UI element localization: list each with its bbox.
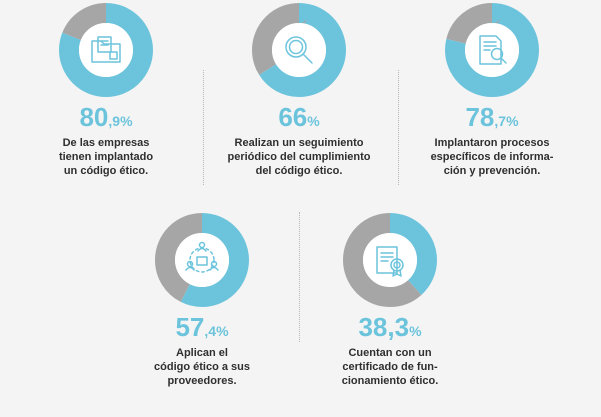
desc-line: tienen implantado bbox=[58, 151, 154, 163]
folder-document-icon bbox=[91, 36, 121, 63]
desc-line: Realizan un seguimiento bbox=[234, 137, 364, 149]
stat-value: 66% bbox=[209, 104, 389, 130]
document-search-icon bbox=[479, 35, 507, 65]
stat-value-suffix: ,4% bbox=[204, 323, 229, 339]
donut-chart-5 bbox=[343, 213, 437, 307]
stat-value-main: 66 bbox=[278, 102, 308, 132]
stat-value-suffix: % bbox=[307, 113, 320, 129]
desc-line: código ético a sus bbox=[154, 361, 250, 373]
stat-value-suffix: ,7% bbox=[494, 113, 519, 129]
stat-value-suffix: ,9% bbox=[108, 113, 133, 129]
divider-3 bbox=[299, 212, 300, 342]
certificate-icon bbox=[376, 246, 404, 277]
donut-chart-3 bbox=[445, 3, 539, 97]
desc-line: cionamiento ético. bbox=[341, 375, 439, 387]
donut-chart-1 bbox=[59, 3, 153, 97]
desc-line: ción y prevención. bbox=[443, 165, 541, 177]
donut-slice-remainder bbox=[343, 213, 437, 307]
stat-description: Aplican el código ético a sus proveedore… bbox=[112, 346, 292, 388]
donut-slice-remainder bbox=[445, 3, 539, 97]
stat-value: 80,9% bbox=[16, 104, 196, 130]
desc-line: del código ético. bbox=[255, 165, 343, 177]
desc-line: específicos de informa- bbox=[430, 151, 554, 163]
supplier-network-icon bbox=[185, 241, 219, 273]
desc-line: un código ético. bbox=[63, 165, 149, 177]
donut-slice-remainder bbox=[155, 213, 249, 307]
donut-chart-2 bbox=[252, 3, 346, 97]
magnifier-icon bbox=[285, 36, 313, 64]
divider-1 bbox=[203, 70, 204, 185]
stat-value-main: 57 bbox=[175, 312, 205, 342]
stat-description: Realizan un seguimiento periódico del cu… bbox=[209, 136, 389, 178]
stat-value: 78,7% bbox=[402, 104, 582, 130]
donut-slice-primary bbox=[59, 3, 153, 97]
stat-procesos: 78,7% Implantaron procesos específicos d… bbox=[402, 2, 582, 178]
desc-line: De las empresas bbox=[62, 137, 150, 149]
stat-description: De las empresas tienen implantado un cód… bbox=[16, 136, 196, 178]
desc-line: certificado de fun- bbox=[342, 361, 438, 373]
donut-slice-remainder bbox=[252, 3, 346, 97]
stat-value-suffix: % bbox=[409, 323, 422, 339]
stat-seguimiento: 66% Realizan un seguimiento periódico de… bbox=[209, 2, 389, 178]
stat-value-main: 78 bbox=[465, 102, 495, 132]
stat-codigo-etico: 80,9% De las empresas tienen implantado … bbox=[16, 2, 196, 178]
stat-value-main: 80 bbox=[79, 102, 109, 132]
stat-certificado: 38,3% Cuentan con un certificado de fun-… bbox=[300, 212, 480, 388]
donut-chart-4 bbox=[155, 213, 249, 307]
stat-value: 38,3% bbox=[300, 314, 480, 340]
stat-value: 57,4% bbox=[112, 314, 292, 340]
desc-line: Implantaron procesos bbox=[434, 137, 550, 149]
stat-proveedores: 57,4% Aplican el código ético a sus prov… bbox=[112, 212, 292, 388]
divider-2 bbox=[398, 70, 399, 185]
desc-line: Cuentan con un bbox=[348, 347, 432, 359]
desc-line: Aplican el bbox=[176, 347, 228, 359]
desc-line: periódico del cumplimiento bbox=[227, 151, 371, 163]
stat-description: Cuentan con un certificado de fun- ciona… bbox=[300, 346, 480, 388]
desc-line: proveedores. bbox=[167, 375, 237, 387]
stat-description: Implantaron procesos específicos de info… bbox=[402, 136, 582, 178]
stat-value-main: 38,3 bbox=[358, 312, 410, 342]
